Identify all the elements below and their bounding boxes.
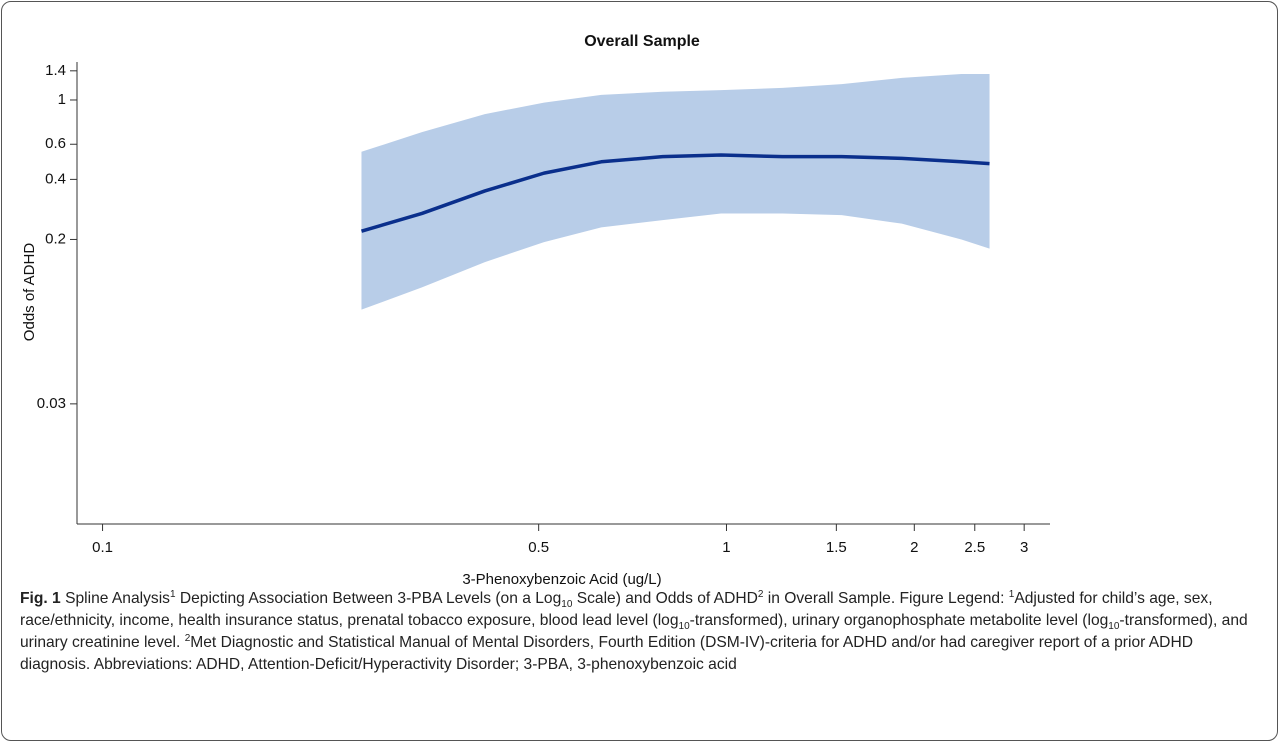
x-tick-label: 3	[1020, 539, 1028, 556]
caption-text: Spline Analysis	[60, 590, 170, 607]
x-tick-label: 1	[722, 539, 730, 556]
x-axis-label: 3-Phenoxybenzoic Acid (ug/L)	[462, 571, 661, 588]
x-tick-label: 0.5	[528, 539, 549, 556]
x-tick-label: 2.5	[964, 539, 985, 556]
caption-text: Scale) and Odds of ADHD	[572, 590, 758, 607]
caption-label: Fig. 1	[20, 590, 61, 607]
y-tick-label: 0.6	[45, 135, 66, 152]
caption-text: -transformed), and urinary creatinine le…	[20, 612, 1248, 651]
y-tick-label: 0.03	[37, 395, 66, 412]
y-axis-label: Odds of ADHD	[21, 243, 38, 342]
caption-text: Depicting Association Between 3-PBA Leve…	[175, 590, 562, 607]
footnote-mark: 1	[169, 588, 176, 600]
x-tick-label: 0.1	[92, 539, 113, 556]
subscript: 10	[561, 599, 573, 611]
x-tick-label: 1.5	[826, 539, 847, 556]
caption-text: Adjusted for child’s age, sex, race/ethn…	[20, 590, 1213, 629]
spline-line	[360, 153, 990, 233]
chart-title: Overall Sample	[584, 33, 700, 50]
footnote-mark: 2	[757, 588, 764, 600]
confidence-band	[361, 73, 990, 310]
footnote-mark: 2	[184, 632, 191, 644]
y-tick-label: 0.4	[45, 170, 66, 187]
footnote-mark: 1	[1008, 588, 1015, 600]
caption-text: Met Diagnostic and Statistical Manual of…	[20, 634, 1193, 673]
chart: Overall Sample 3-Phenoxybenzoic Acid (ug…	[21, 33, 1050, 588]
y-tick-label: 0.2	[45, 230, 66, 247]
caption-text: in Overall Sample. Figure Legend:	[763, 590, 1009, 607]
subscript: 10	[1108, 621, 1120, 633]
subscript: 10	[678, 621, 690, 633]
caption-text: -transformed), urinary organophosphate m…	[689, 612, 1109, 629]
y-tick-label: 1	[58, 91, 66, 108]
caption: Fig. 1 Spline Analysis1 Depicting Associ…	[20, 588, 1265, 676]
y-tick-label: 1.4	[45, 62, 66, 79]
x-tick-label: 2	[910, 539, 918, 556]
